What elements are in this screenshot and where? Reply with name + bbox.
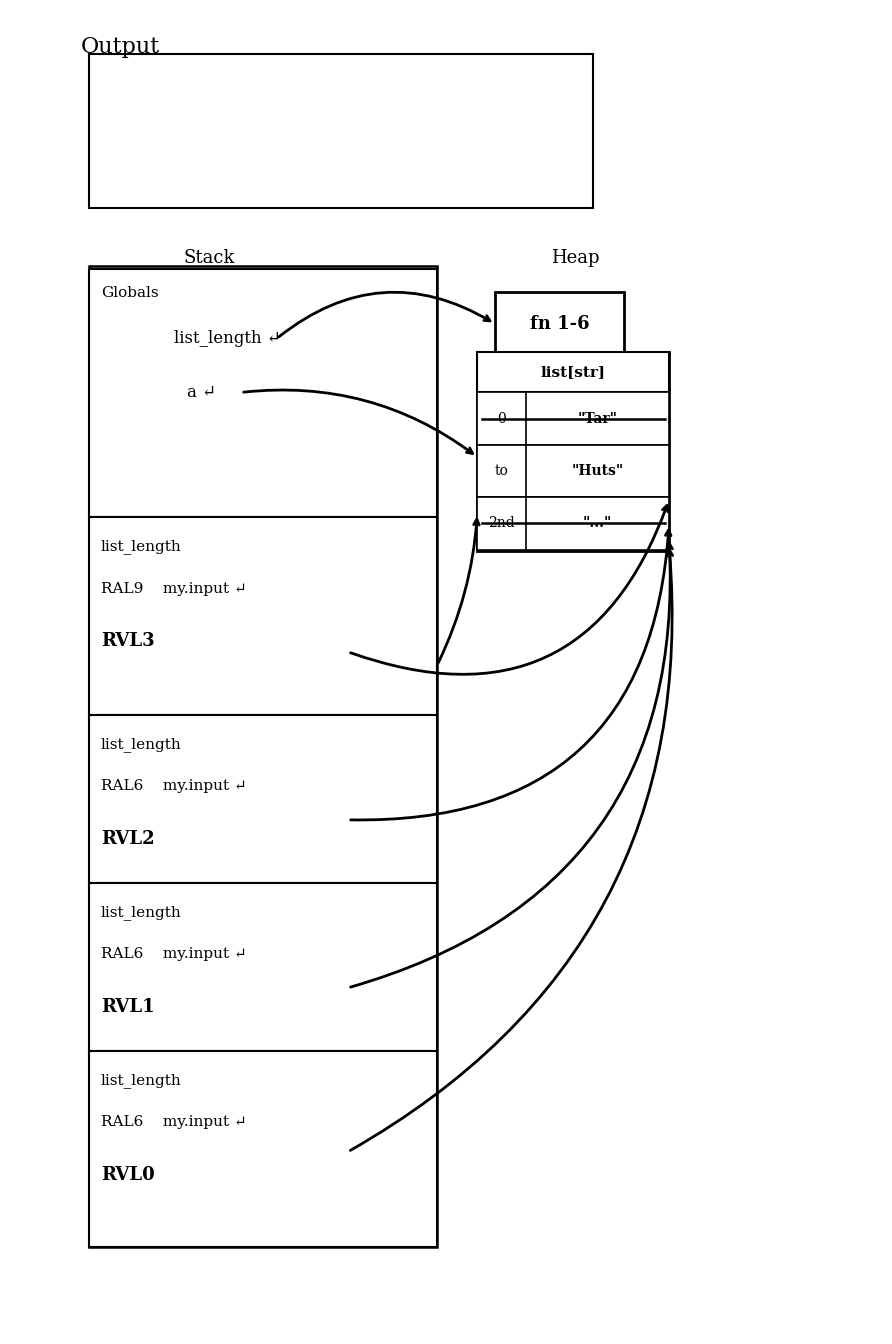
Bar (89, 54, 593, 208)
Text: list_length: list_length (101, 539, 182, 555)
Text: 0: 0 (498, 411, 506, 426)
Text: RVL1: RVL1 (101, 997, 154, 1016)
Bar (89, 269, 437, 517)
Bar (89, 883, 437, 1051)
Text: RAL6    my.input ↵: RAL6 my.input ↵ (101, 780, 246, 793)
Text: "Tar": "Tar" (578, 411, 617, 426)
Text: Stack: Stack (184, 249, 235, 267)
Text: list_length: list_length (101, 1073, 182, 1089)
Bar (477, 497, 669, 550)
Text: RAL6    my.input ↵: RAL6 my.input ↵ (101, 948, 246, 961)
Text: list_length: list_length (101, 737, 182, 753)
Text: RAL6    my.input ↵: RAL6 my.input ↵ (101, 1116, 246, 1129)
Text: Globals: Globals (101, 286, 159, 300)
Bar (477, 445, 669, 497)
Bar (89, 715, 437, 883)
Text: list[str]: list[str] (541, 366, 606, 379)
Bar (477, 352, 669, 392)
Bar (89, 517, 437, 715)
Text: RVL3: RVL3 (101, 632, 154, 650)
Bar (89, 1051, 437, 1247)
Text: RVL2: RVL2 (101, 829, 154, 848)
Text: Output: Output (80, 36, 160, 58)
Text: "Huts": "Huts" (572, 464, 624, 478)
Text: list_length ↵: list_length ↵ (174, 331, 281, 347)
Bar (495, 292, 624, 356)
Text: RVL0: RVL0 (101, 1165, 154, 1184)
Text: fn 1-6: fn 1-6 (531, 314, 590, 333)
Text: 2nd: 2nd (489, 516, 515, 531)
Bar (477, 392, 669, 445)
Text: to: to (495, 464, 508, 478)
Text: list_length: list_length (101, 905, 182, 921)
Bar (477, 352, 669, 551)
Text: a ↵: a ↵ (187, 384, 217, 401)
Text: RAL9    my.input ↵: RAL9 my.input ↵ (101, 582, 246, 595)
Bar (89, 266, 437, 1247)
Text: Heap: Heap (551, 249, 599, 267)
Text: "...": "..." (583, 516, 612, 531)
